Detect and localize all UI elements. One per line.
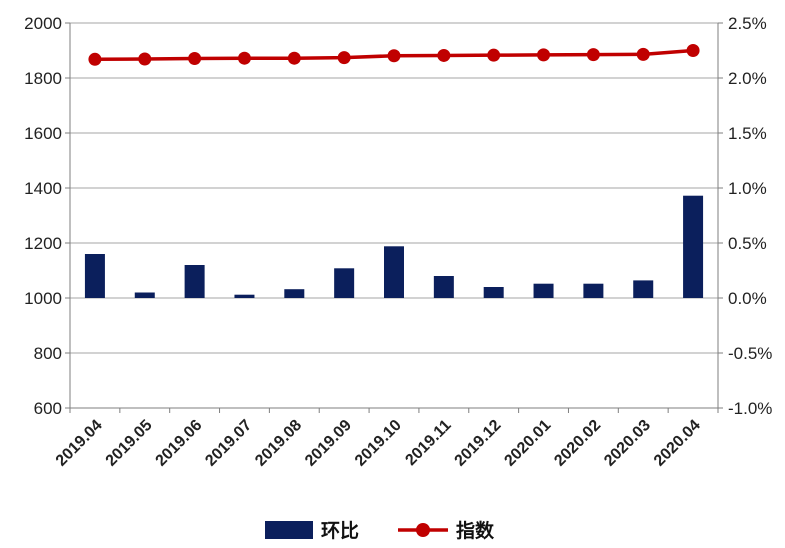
right-axis-tick-label: 2.5%	[728, 14, 767, 33]
x-axis-tick-label: 2019.06	[153, 417, 206, 470]
line-point	[287, 51, 301, 65]
left-axis-tick-labels: 600 800 1000 1200 1400 1600 1800 2000	[24, 14, 62, 418]
x-axis-tick-label: 2019.05	[103, 417, 156, 470]
line-point	[88, 52, 102, 66]
x-axis-tick-label: 2020.03	[601, 417, 654, 470]
bar	[284, 289, 305, 298]
right-axis-tick-label: 0.5%	[728, 234, 767, 253]
bar	[84, 254, 105, 298]
left-axis-tick-label: 1400	[24, 179, 62, 198]
line-point	[586, 48, 600, 62]
right-axis-tick-label: 1.0%	[728, 179, 767, 198]
left-axis-tick-label: 800	[34, 344, 62, 363]
line-point	[636, 47, 650, 61]
x-axis-tick-label: 2019.07	[202, 417, 255, 470]
line-point	[237, 51, 251, 65]
legend-swatch-huanbi	[265, 521, 313, 539]
right-axis-tick-label: 2.0%	[728, 69, 767, 88]
bar	[583, 283, 604, 298]
x-axis-tick-label: 2020.02	[551, 417, 604, 470]
x-axis-tick-label: 2020.04	[651, 417, 704, 470]
x-axis-tick-label: 2019.12	[452, 417, 505, 470]
x-axis-tick-labels: 2019.042019.052019.062019.072019.082019.…	[53, 417, 704, 470]
right-axis-tick-label: 0.0%	[728, 289, 767, 308]
right-axis-tick-label: -0.5%	[728, 344, 772, 363]
x-axis-tick-label: 2019.09	[302, 417, 355, 470]
left-axis-tick-label: 600	[34, 399, 62, 418]
bar	[433, 276, 454, 298]
axes	[65, 22, 723, 413]
bar	[533, 283, 554, 298]
bar	[384, 246, 404, 298]
line-point	[188, 51, 202, 65]
line-point	[686, 44, 700, 57]
x-axis-tick-label: 2019.08	[252, 417, 305, 470]
left-axis-tick-label: 1200	[24, 234, 62, 253]
right-axis-tick-label: -1.0%	[728, 399, 772, 418]
bar	[184, 265, 205, 298]
right-axis-tick-labels: -1.0% -0.5% 0.0% 0.5% 1.0% 1.5% 2.0% 2.5%	[728, 14, 772, 418]
line-point	[387, 49, 401, 63]
left-axis-tick-label: 1600	[24, 124, 62, 143]
legend-label-zhishu: 指数	[456, 519, 495, 542]
legend: 环比 指数	[265, 519, 495, 542]
line-point	[437, 48, 451, 62]
legend-label-huanbi: 环比	[321, 520, 359, 542]
line-point	[487, 48, 501, 62]
bar	[683, 195, 704, 298]
left-axis-tick-label: 1000	[24, 289, 62, 308]
legend-swatch-zhishu-marker	[416, 523, 430, 537]
bar	[134, 292, 155, 298]
x-axis-tick-label: 2019.04	[53, 417, 106, 470]
line-point	[138, 52, 152, 66]
line-series-zhishu	[88, 44, 700, 66]
gridlines	[70, 22, 718, 409]
x-axis-tick-label: 2019.11	[402, 417, 454, 469]
bar	[633, 280, 654, 298]
line-point	[537, 48, 551, 62]
bar	[483, 287, 504, 298]
bar	[334, 268, 355, 298]
left-axis-tick-label: 1800	[24, 69, 62, 88]
x-axis-tick-label: 2020.01	[501, 417, 554, 470]
line-point	[337, 51, 351, 65]
x-axis-tick-label: 2019.10	[352, 417, 405, 470]
bar	[234, 294, 255, 298]
right-axis-tick-label: 1.5%	[728, 124, 767, 143]
bar-series-huanbi	[84, 195, 704, 298]
left-axis-tick-label: 2000	[24, 14, 62, 33]
